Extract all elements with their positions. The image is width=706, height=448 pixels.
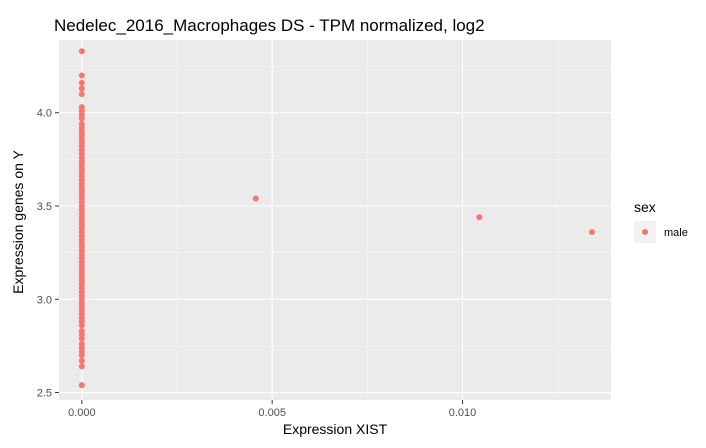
data-point [476,214,483,221]
x-tick-label: 0.010 [449,407,477,419]
plot-panel [59,40,611,400]
data-points [78,48,595,389]
data-point [78,91,85,98]
data-point [252,195,259,202]
data-point [78,382,85,389]
data-point [588,229,595,236]
legend-key-male [642,229,648,235]
major-gridlines [59,40,611,400]
x-axis-title: Expression XIST [283,421,388,437]
data-point [78,335,85,342]
data-point [78,357,85,364]
chart-title: Nedelec_2016_Macrophages DS - TPM normal… [54,16,485,35]
y-tick-label: 4.0 [37,108,52,120]
y-axis-ticks: 2.5 3.0 3.5 4.0 [37,108,59,400]
legend: sex male [634,199,688,243]
data-point [78,363,85,370]
x-tick-label: 0.000 [68,407,96,419]
data-point [78,115,85,122]
data-point [78,85,85,92]
y-axis-title: Expression genes on Y [10,149,26,293]
x-tick-label: 0.005 [258,407,286,419]
y-tick-label: 3.0 [37,294,52,306]
y-tick-label: 2.5 [37,388,52,400]
data-point [78,322,85,329]
data-point [78,79,85,86]
x-axis-ticks: 0.000 0.005 0.010 [68,400,476,419]
minor-gridlines [59,40,611,400]
data-point [78,352,85,359]
data-point [78,72,85,79]
legend-title: sex [634,199,656,215]
y-tick-label: 3.5 [37,201,52,213]
data-point [78,48,85,55]
legend-label-male: male [664,227,688,239]
